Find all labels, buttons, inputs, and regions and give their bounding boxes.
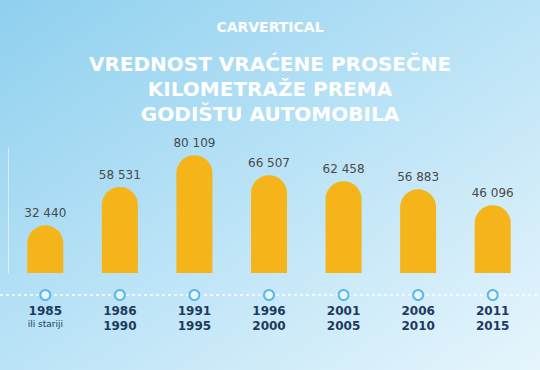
svg-text:62 458: 62 458 — [323, 162, 365, 176]
svg-text:2000: 2000 — [252, 319, 285, 333]
svg-text:KILOMETRAŽE PREMA: KILOMETRAŽE PREMA — [148, 77, 393, 101]
svg-text:2001: 2001 — [327, 304, 360, 318]
svg-text:2010: 2010 — [401, 319, 434, 333]
svg-text:58 531: 58 531 — [99, 168, 141, 182]
svg-text:2006: 2006 — [401, 304, 434, 318]
svg-text:1990: 1990 — [103, 319, 136, 333]
svg-text:1995: 1995 — [178, 319, 211, 333]
svg-text:VREDNOST VRAĆENE PROSEČNE: VREDNOST VRAĆENE PROSEČNE — [89, 52, 451, 76]
svg-text:56 883: 56 883 — [397, 170, 439, 184]
svg-text:1996: 1996 — [252, 304, 285, 318]
svg-text:80 109: 80 109 — [173, 136, 215, 150]
svg-text:32 440: 32 440 — [24, 206, 66, 220]
svg-text:2015: 2015 — [476, 319, 509, 333]
svg-text:66 507: 66 507 — [248, 156, 290, 170]
svg-text:46 096: 46 096 — [472, 186, 514, 200]
svg-text:1991: 1991 — [178, 304, 211, 318]
svg-text:ili stariji: ili stariji — [28, 319, 63, 329]
svg-text:CARVERTICAL: CARVERTICAL — [216, 19, 323, 35]
svg-text:2011: 2011 — [476, 304, 509, 318]
svg-text:1985: 1985 — [29, 304, 62, 318]
svg-text:1986: 1986 — [103, 304, 136, 318]
svg-text:GODIŠTU AUTOMOBILA: GODIŠTU AUTOMOBILA — [141, 102, 400, 126]
svg-text:2005: 2005 — [327, 319, 360, 333]
